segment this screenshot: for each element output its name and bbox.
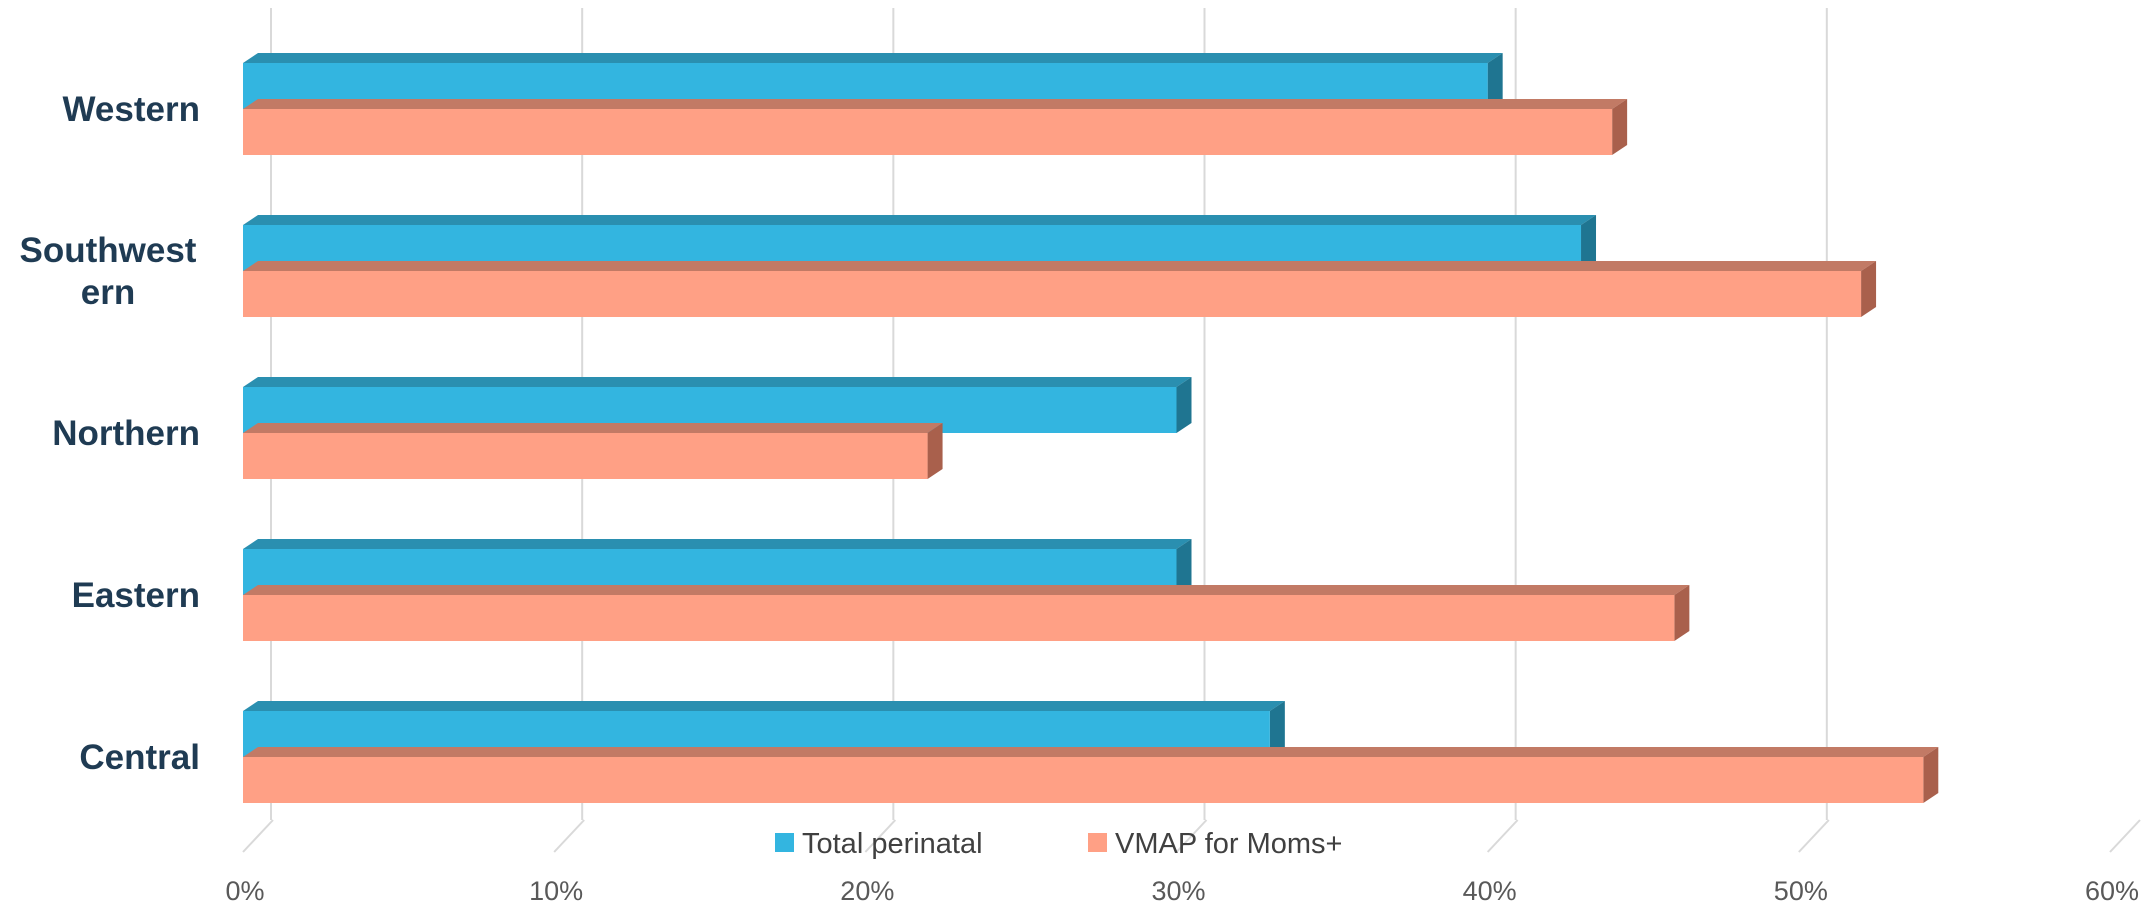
bar-side-face xyxy=(1487,53,1503,109)
floor-tick-0 xyxy=(242,819,274,853)
bar-side-face xyxy=(1176,377,1192,433)
x-tick-label: 30% xyxy=(1151,876,1205,904)
legend-swatch xyxy=(1088,833,1107,852)
bar-top-face xyxy=(243,99,1628,109)
bar-top-face xyxy=(243,585,1690,595)
bar-front-face xyxy=(243,109,1613,155)
bar-top-face xyxy=(243,423,943,433)
bar-top-face xyxy=(243,747,1939,757)
bar-vmap-for-moms-central xyxy=(243,747,1939,803)
x-tick-label: 60% xyxy=(2085,876,2139,904)
floor-tick-2 xyxy=(864,819,897,853)
x-axis-ticks: 0% 10% 20% 30% 40% 50% 60% xyxy=(225,876,2139,904)
legend-item-total-perinatal: Total perinatal xyxy=(775,828,983,860)
category-label-eastern: Eastern xyxy=(72,576,200,615)
bar-front-face xyxy=(243,595,1675,641)
x-tick-label: 20% xyxy=(840,876,894,904)
floor-tick-3 xyxy=(1175,819,1208,853)
floor-tick-5 xyxy=(1798,819,1830,853)
floor-tick-1 xyxy=(553,819,585,853)
bar-side-face xyxy=(1176,539,1192,595)
x-tick-label: 0% xyxy=(225,876,264,904)
bar-top-face xyxy=(243,539,1192,549)
bar-side-face xyxy=(1923,747,1939,803)
bar-top-face xyxy=(243,261,1877,271)
bar-side-face xyxy=(1612,99,1628,155)
bar-vmap-for-moms-northern xyxy=(243,423,943,479)
bar-side-face xyxy=(1581,215,1597,271)
bar-top-face xyxy=(243,377,1192,387)
bars xyxy=(243,53,1939,803)
bar-front-face xyxy=(243,433,928,479)
category-labels: Western Southwest ern Northern Eastern Centra… xyxy=(20,90,200,777)
x-tick-label: 50% xyxy=(1774,876,1828,904)
legend-item-vmap-for-moms: VMAP for Moms+ xyxy=(1088,828,1343,860)
legend-label: VMAP for Moms+ xyxy=(1115,828,1343,860)
floor-tick-6 xyxy=(2109,819,2141,853)
bar-front-face xyxy=(243,271,1862,317)
bar-vmap-for-moms-eastern xyxy=(243,585,1690,641)
bar-front-face xyxy=(243,757,1924,803)
bar-side-face xyxy=(927,423,943,479)
category-label-western: Western xyxy=(63,90,200,129)
category-label-central: Central xyxy=(79,738,200,777)
floor-tick-4 xyxy=(1486,819,1519,853)
bar-top-face xyxy=(243,53,1503,63)
legend: Total perinatal VMAP for Moms+ xyxy=(775,828,1343,860)
category-label-northern: Northern xyxy=(52,414,200,453)
legend-label: Total perinatal xyxy=(802,828,983,860)
bar-vmap-for-moms-western xyxy=(243,99,1628,155)
bar-side-face xyxy=(1269,701,1285,757)
bar-top-face xyxy=(243,215,1597,225)
legend-swatch xyxy=(775,833,794,852)
category-label-southwestern: Southwest ern xyxy=(20,231,197,312)
bar-side-face xyxy=(1674,585,1690,641)
bar-vmap-for-moms-southwestern xyxy=(243,261,1877,317)
bar-side-face xyxy=(1861,261,1877,317)
x-tick-label: 10% xyxy=(529,876,583,904)
x-tick-label: 40% xyxy=(1463,876,1517,904)
bar-top-face xyxy=(243,701,1285,711)
